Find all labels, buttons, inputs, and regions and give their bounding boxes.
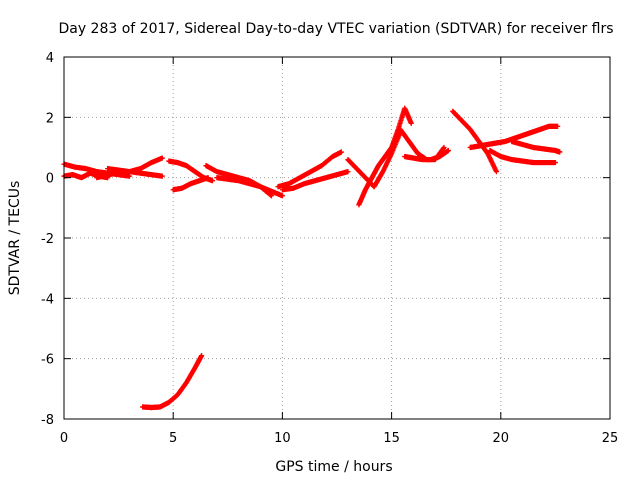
y-tick-label: -2 <box>41 232 54 247</box>
axis-ticks <box>63 56 611 420</box>
data-point <box>126 173 133 179</box>
y-tick-label: 0 <box>46 172 54 187</box>
series-track-14 <box>402 147 451 163</box>
series-track-11 <box>345 129 403 190</box>
data-point <box>445 147 451 154</box>
x-tick-label: 15 <box>383 431 400 446</box>
y-tick-label: -4 <box>41 292 54 307</box>
series-track-12 <box>356 105 414 208</box>
chart-title: Day 283 of 2017, Sidereal Day-to-day VTE… <box>58 21 613 37</box>
x-axis-label: GPS time / hours <box>275 459 392 475</box>
y-tick-label: 4 <box>46 51 54 66</box>
data-point <box>205 175 211 181</box>
y-tick-label: 2 <box>46 111 54 126</box>
data-points <box>61 105 563 411</box>
data-point <box>159 173 165 179</box>
series-track-16 <box>467 123 561 151</box>
x-tick-label: 5 <box>169 431 177 446</box>
y-tick-label: -8 <box>41 413 54 428</box>
series-track-8 <box>214 175 285 199</box>
x-tick-labels: 0 5 10 15 20 25 <box>60 431 618 446</box>
data-point <box>408 120 414 126</box>
data-point <box>268 193 275 199</box>
data-point <box>493 169 500 175</box>
data-point <box>441 144 447 151</box>
y-axis-label: SDTVAR / TECUs <box>7 181 23 296</box>
grid-lines <box>64 57 610 419</box>
data-point <box>159 155 165 161</box>
series-track-19 <box>140 353 205 411</box>
data-point <box>552 159 558 166</box>
series-track-17 <box>487 147 558 166</box>
x-tick-label: 0 <box>60 431 68 446</box>
data-point <box>338 149 344 155</box>
data-point <box>279 193 285 199</box>
series-track-4 <box>105 166 165 179</box>
data-point <box>554 123 561 129</box>
data-point <box>209 178 216 184</box>
series-track-6 <box>170 175 211 193</box>
x-tick-label: 20 <box>493 431 510 446</box>
y-tick-labels: -8 -6 -4 -2 0 2 4 <box>41 51 54 428</box>
series-track-10 <box>279 169 351 193</box>
data-point <box>198 353 205 359</box>
series-track-18 <box>509 138 563 155</box>
series-track-9 <box>275 149 344 190</box>
data-point <box>345 169 351 175</box>
data-point <box>557 149 563 155</box>
x-tick-label: 10 <box>274 431 291 446</box>
x-tick-label: 25 <box>602 431 619 446</box>
y-tick-label: -6 <box>41 353 54 368</box>
